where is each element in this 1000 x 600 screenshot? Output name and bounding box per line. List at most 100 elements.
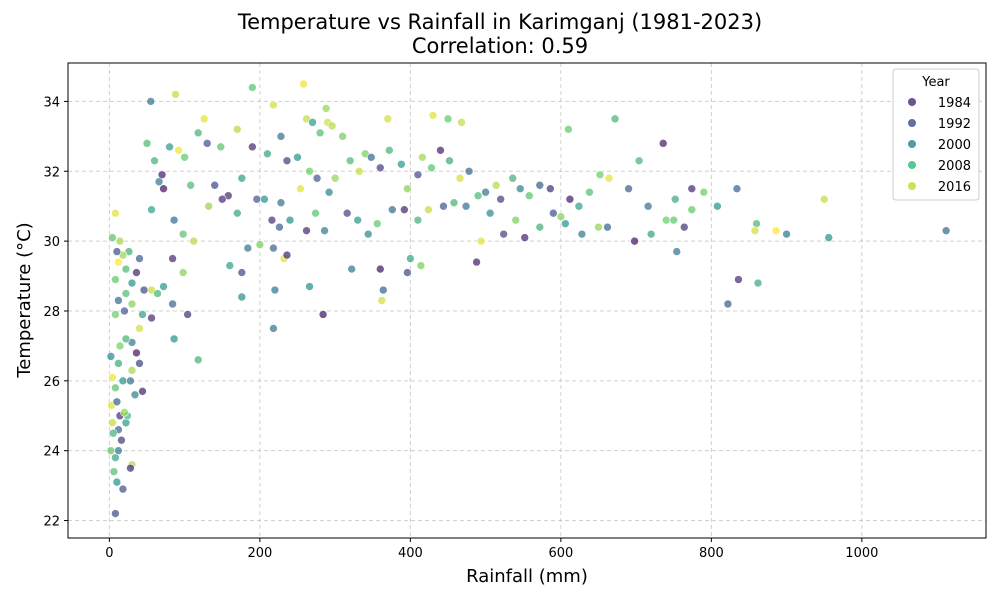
data-point xyxy=(535,180,545,190)
data-point xyxy=(556,212,566,221)
data-point xyxy=(941,226,951,235)
data-point xyxy=(114,296,123,305)
data-point xyxy=(315,128,325,138)
data-point xyxy=(546,184,555,194)
data-point xyxy=(585,187,594,197)
data-point xyxy=(146,97,156,106)
data-point xyxy=(577,229,587,239)
data-point xyxy=(561,219,570,228)
data-point xyxy=(106,446,116,455)
data-point xyxy=(496,194,505,204)
data-point xyxy=(132,348,141,358)
data-point xyxy=(302,226,311,235)
data-point xyxy=(646,229,656,239)
data-point xyxy=(159,282,168,291)
data-point xyxy=(338,132,347,141)
data-point xyxy=(413,215,423,225)
data-point xyxy=(108,428,118,438)
data-point xyxy=(112,397,122,407)
data-point xyxy=(237,292,247,302)
data-point xyxy=(428,111,438,120)
data-point xyxy=(276,198,286,208)
legend-label: 2016 xyxy=(938,180,971,195)
data-point xyxy=(135,359,144,368)
data-point xyxy=(193,128,203,138)
data-point xyxy=(233,125,242,134)
y-tick-label: 24 xyxy=(43,445,60,460)
data-point xyxy=(520,233,530,242)
data-point xyxy=(461,201,471,211)
data-point xyxy=(114,359,123,368)
data-point xyxy=(248,142,257,152)
data-point xyxy=(138,387,147,396)
chart-subtitle: Correlation: 0.59 xyxy=(411,34,589,58)
data-point xyxy=(427,163,436,173)
data-point xyxy=(237,173,247,183)
x-tick-label: 600 xyxy=(548,546,573,561)
data-point xyxy=(330,173,340,183)
data-point xyxy=(120,306,129,316)
x-axis-label: Rainfall (mm) xyxy=(466,566,588,587)
data-point xyxy=(375,264,385,274)
data-point xyxy=(120,407,129,417)
data-point xyxy=(114,446,123,455)
data-point xyxy=(127,299,137,309)
data-point xyxy=(115,341,125,351)
data-point xyxy=(216,142,226,152)
legend: Year 1984 1992 2000 2008 2016 xyxy=(892,68,980,201)
data-point xyxy=(178,229,188,239)
data-point xyxy=(269,100,278,110)
data-point xyxy=(255,240,265,249)
data-point xyxy=(472,257,481,267)
data-point xyxy=(750,226,760,235)
plot-area-frame xyxy=(67,62,987,539)
data-point xyxy=(269,243,278,253)
data-point xyxy=(174,146,183,155)
data-point xyxy=(127,278,137,288)
data-point xyxy=(150,156,159,166)
data-point xyxy=(661,215,671,225)
data-point xyxy=(135,254,144,263)
data-point xyxy=(354,166,364,176)
data-point xyxy=(643,201,653,211)
legend-label: 2000 xyxy=(938,138,971,153)
data-point xyxy=(168,254,177,263)
data-point xyxy=(384,146,394,155)
data-point xyxy=(183,310,192,319)
data-point xyxy=(375,163,385,173)
data-point xyxy=(687,205,697,214)
data-point xyxy=(824,233,834,242)
data-point xyxy=(147,313,156,323)
data-point xyxy=(180,153,189,162)
data-point xyxy=(285,215,295,225)
data-point xyxy=(658,139,668,148)
y-axis-label: Temperature (°C) xyxy=(14,222,35,378)
data-point xyxy=(565,194,575,204)
data-point xyxy=(296,184,305,194)
data-point xyxy=(121,264,131,274)
data-point xyxy=(347,264,356,274)
data-point xyxy=(464,166,474,176)
data-point xyxy=(165,142,174,152)
legend-label: 2008 xyxy=(938,159,971,174)
data-point xyxy=(424,205,433,214)
data-point xyxy=(670,194,680,204)
data-point xyxy=(372,219,382,228)
data-point xyxy=(443,114,453,124)
data-point xyxy=(269,324,278,333)
data-point xyxy=(672,247,682,256)
data-point xyxy=(595,170,605,180)
data-point xyxy=(324,187,334,197)
data-point xyxy=(135,324,144,333)
data-point xyxy=(111,383,120,393)
y-axis-ticks: 22 24 26 28 30 32 34 xyxy=(43,95,68,530)
data-point xyxy=(327,121,337,131)
data-point xyxy=(321,104,331,113)
data-point xyxy=(485,208,495,218)
data-point xyxy=(363,229,373,239)
legend-marker xyxy=(908,182,916,190)
data-point xyxy=(377,296,387,305)
data-point xyxy=(679,222,689,232)
data-point xyxy=(771,226,781,235)
data-point xyxy=(400,205,409,214)
